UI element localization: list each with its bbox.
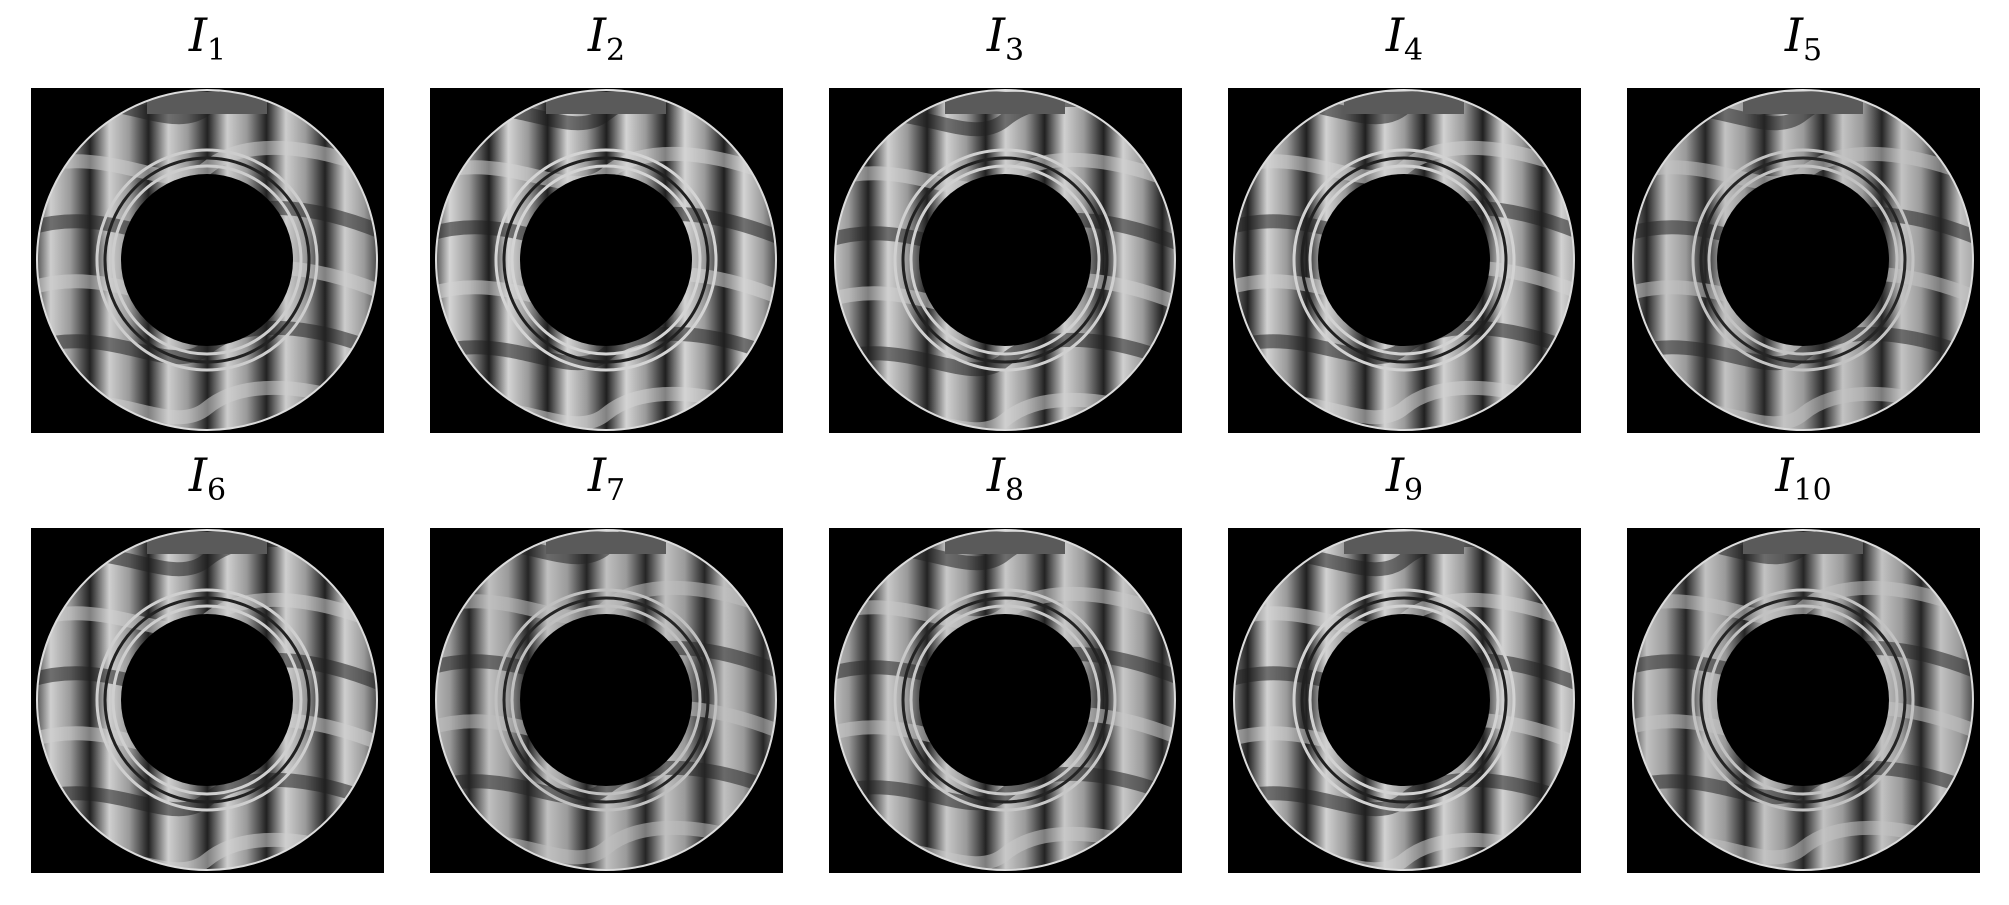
fringe-svg [430, 88, 783, 433]
fringe-image [31, 528, 384, 873]
fringe-image [829, 528, 1182, 873]
fringe-image [1228, 528, 1581, 873]
fringe-svg [430, 528, 783, 873]
panel-label: I2 [587, 8, 626, 68]
fringe-svg [1627, 528, 1980, 873]
fringe-svg [1627, 88, 1980, 433]
fringe-image [1627, 528, 1980, 873]
fringe-svg [1228, 528, 1581, 873]
fringe-svg [1228, 88, 1581, 433]
fringe-image [1228, 88, 1581, 433]
fringe-image [1627, 88, 1980, 433]
panel-label: I1 [188, 8, 227, 68]
panel-label: I9 [1385, 448, 1424, 508]
panel-label: I5 [1784, 8, 1823, 68]
fringe-image [31, 88, 384, 433]
panel-label: I4 [1385, 8, 1424, 68]
panel-label: I3 [986, 8, 1025, 68]
panel-label: I6 [188, 448, 227, 508]
fringe-svg [31, 528, 384, 873]
panel-label: I10 [1775, 448, 1832, 508]
panel-label: I8 [986, 448, 1025, 508]
fringe-svg [829, 88, 1182, 433]
fringe-image [430, 88, 783, 433]
panel-label: I7 [587, 448, 626, 508]
fringe-svg [31, 88, 384, 433]
fringe-image [430, 528, 783, 873]
fringe-svg [829, 528, 1182, 873]
fringe-image [829, 88, 1182, 433]
